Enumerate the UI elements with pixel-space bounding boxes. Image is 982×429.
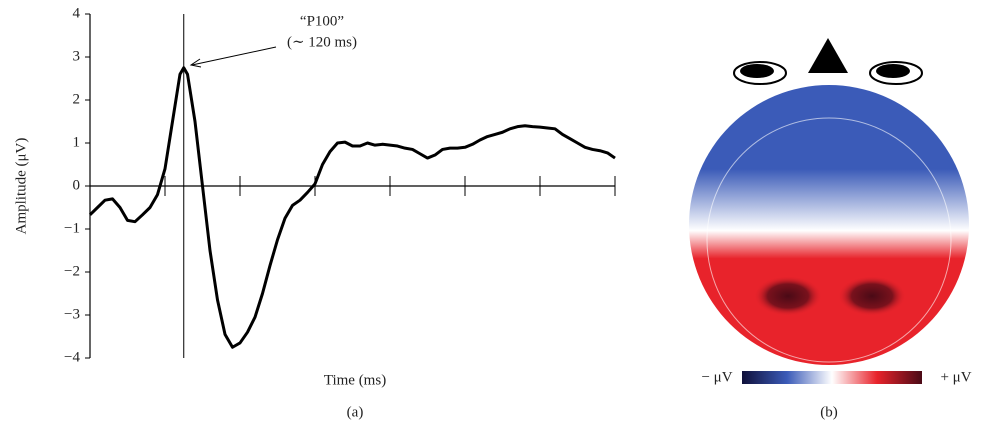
y-axis-label: Amplitude (μV) <box>13 138 29 235</box>
y-tick-label: 4 <box>73 5 81 21</box>
erp-line <box>88 66 616 349</box>
electrode-circle <box>706 117 952 363</box>
y-tick-label: −2 <box>64 263 80 279</box>
annotation: “P100” <box>300 13 344 29</box>
topomap <box>689 85 969 365</box>
panel-label: (b) <box>820 404 838 420</box>
ear-inner <box>876 64 910 78</box>
x-axis-label: Time (ms) <box>324 372 386 388</box>
y-tick-label: −4 <box>64 349 80 365</box>
topomap-peak <box>754 276 822 316</box>
annotation-arrowhead <box>189 58 202 68</box>
ear-inner <box>740 64 774 78</box>
annotation: (∼ 120 ms) <box>287 34 357 50</box>
annotation-arrow <box>191 46 277 66</box>
head <box>689 38 969 384</box>
panel-label: (a) <box>347 404 364 420</box>
nose <box>808 38 848 73</box>
y-tick-label: 1 <box>73 134 81 150</box>
topomap-peak <box>838 276 906 316</box>
colorbar <box>742 371 922 384</box>
colorbar-label: + μV <box>940 369 971 385</box>
colorbar-label: − μV <box>701 369 732 385</box>
y-tick-label: 3 <box>73 48 81 64</box>
y-tick-label: −3 <box>64 306 80 322</box>
y-tick-label: 0 <box>73 177 81 193</box>
y-tick-label: 2 <box>73 91 81 107</box>
y-tick-label: −1 <box>64 220 80 236</box>
